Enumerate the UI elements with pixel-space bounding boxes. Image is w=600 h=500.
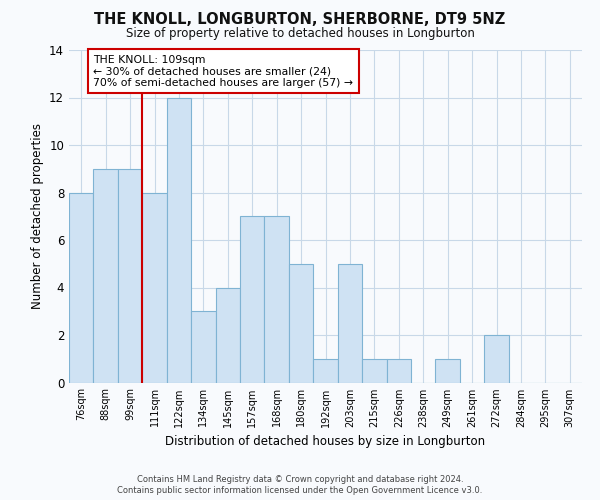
Bar: [191, 311, 215, 382]
Bar: [94, 169, 118, 382]
Bar: [313, 359, 338, 382]
Bar: [142, 192, 167, 382]
Bar: [484, 335, 509, 382]
Bar: [436, 359, 460, 382]
Bar: [265, 216, 289, 382]
X-axis label: Distribution of detached houses by size in Longburton: Distribution of detached houses by size …: [166, 435, 485, 448]
Bar: [289, 264, 313, 382]
Bar: [362, 359, 386, 382]
Y-axis label: Number of detached properties: Number of detached properties: [31, 123, 44, 309]
Bar: [386, 359, 411, 382]
Text: Contains public sector information licensed under the Open Government Licence v3: Contains public sector information licen…: [118, 486, 482, 495]
Text: THE KNOLL, LONGBURTON, SHERBORNE, DT9 5NZ: THE KNOLL, LONGBURTON, SHERBORNE, DT9 5N…: [94, 12, 506, 28]
Bar: [338, 264, 362, 382]
Text: THE KNOLL: 109sqm
← 30% of detached houses are smaller (24)
70% of semi-detached: THE KNOLL: 109sqm ← 30% of detached hous…: [94, 54, 353, 88]
Bar: [118, 169, 142, 382]
Bar: [240, 216, 265, 382]
Text: Contains HM Land Registry data © Crown copyright and database right 2024.: Contains HM Land Registry data © Crown c…: [137, 475, 463, 484]
Bar: [69, 192, 94, 382]
Bar: [215, 288, 240, 382]
Text: Size of property relative to detached houses in Longburton: Size of property relative to detached ho…: [125, 28, 475, 40]
Bar: [167, 98, 191, 383]
